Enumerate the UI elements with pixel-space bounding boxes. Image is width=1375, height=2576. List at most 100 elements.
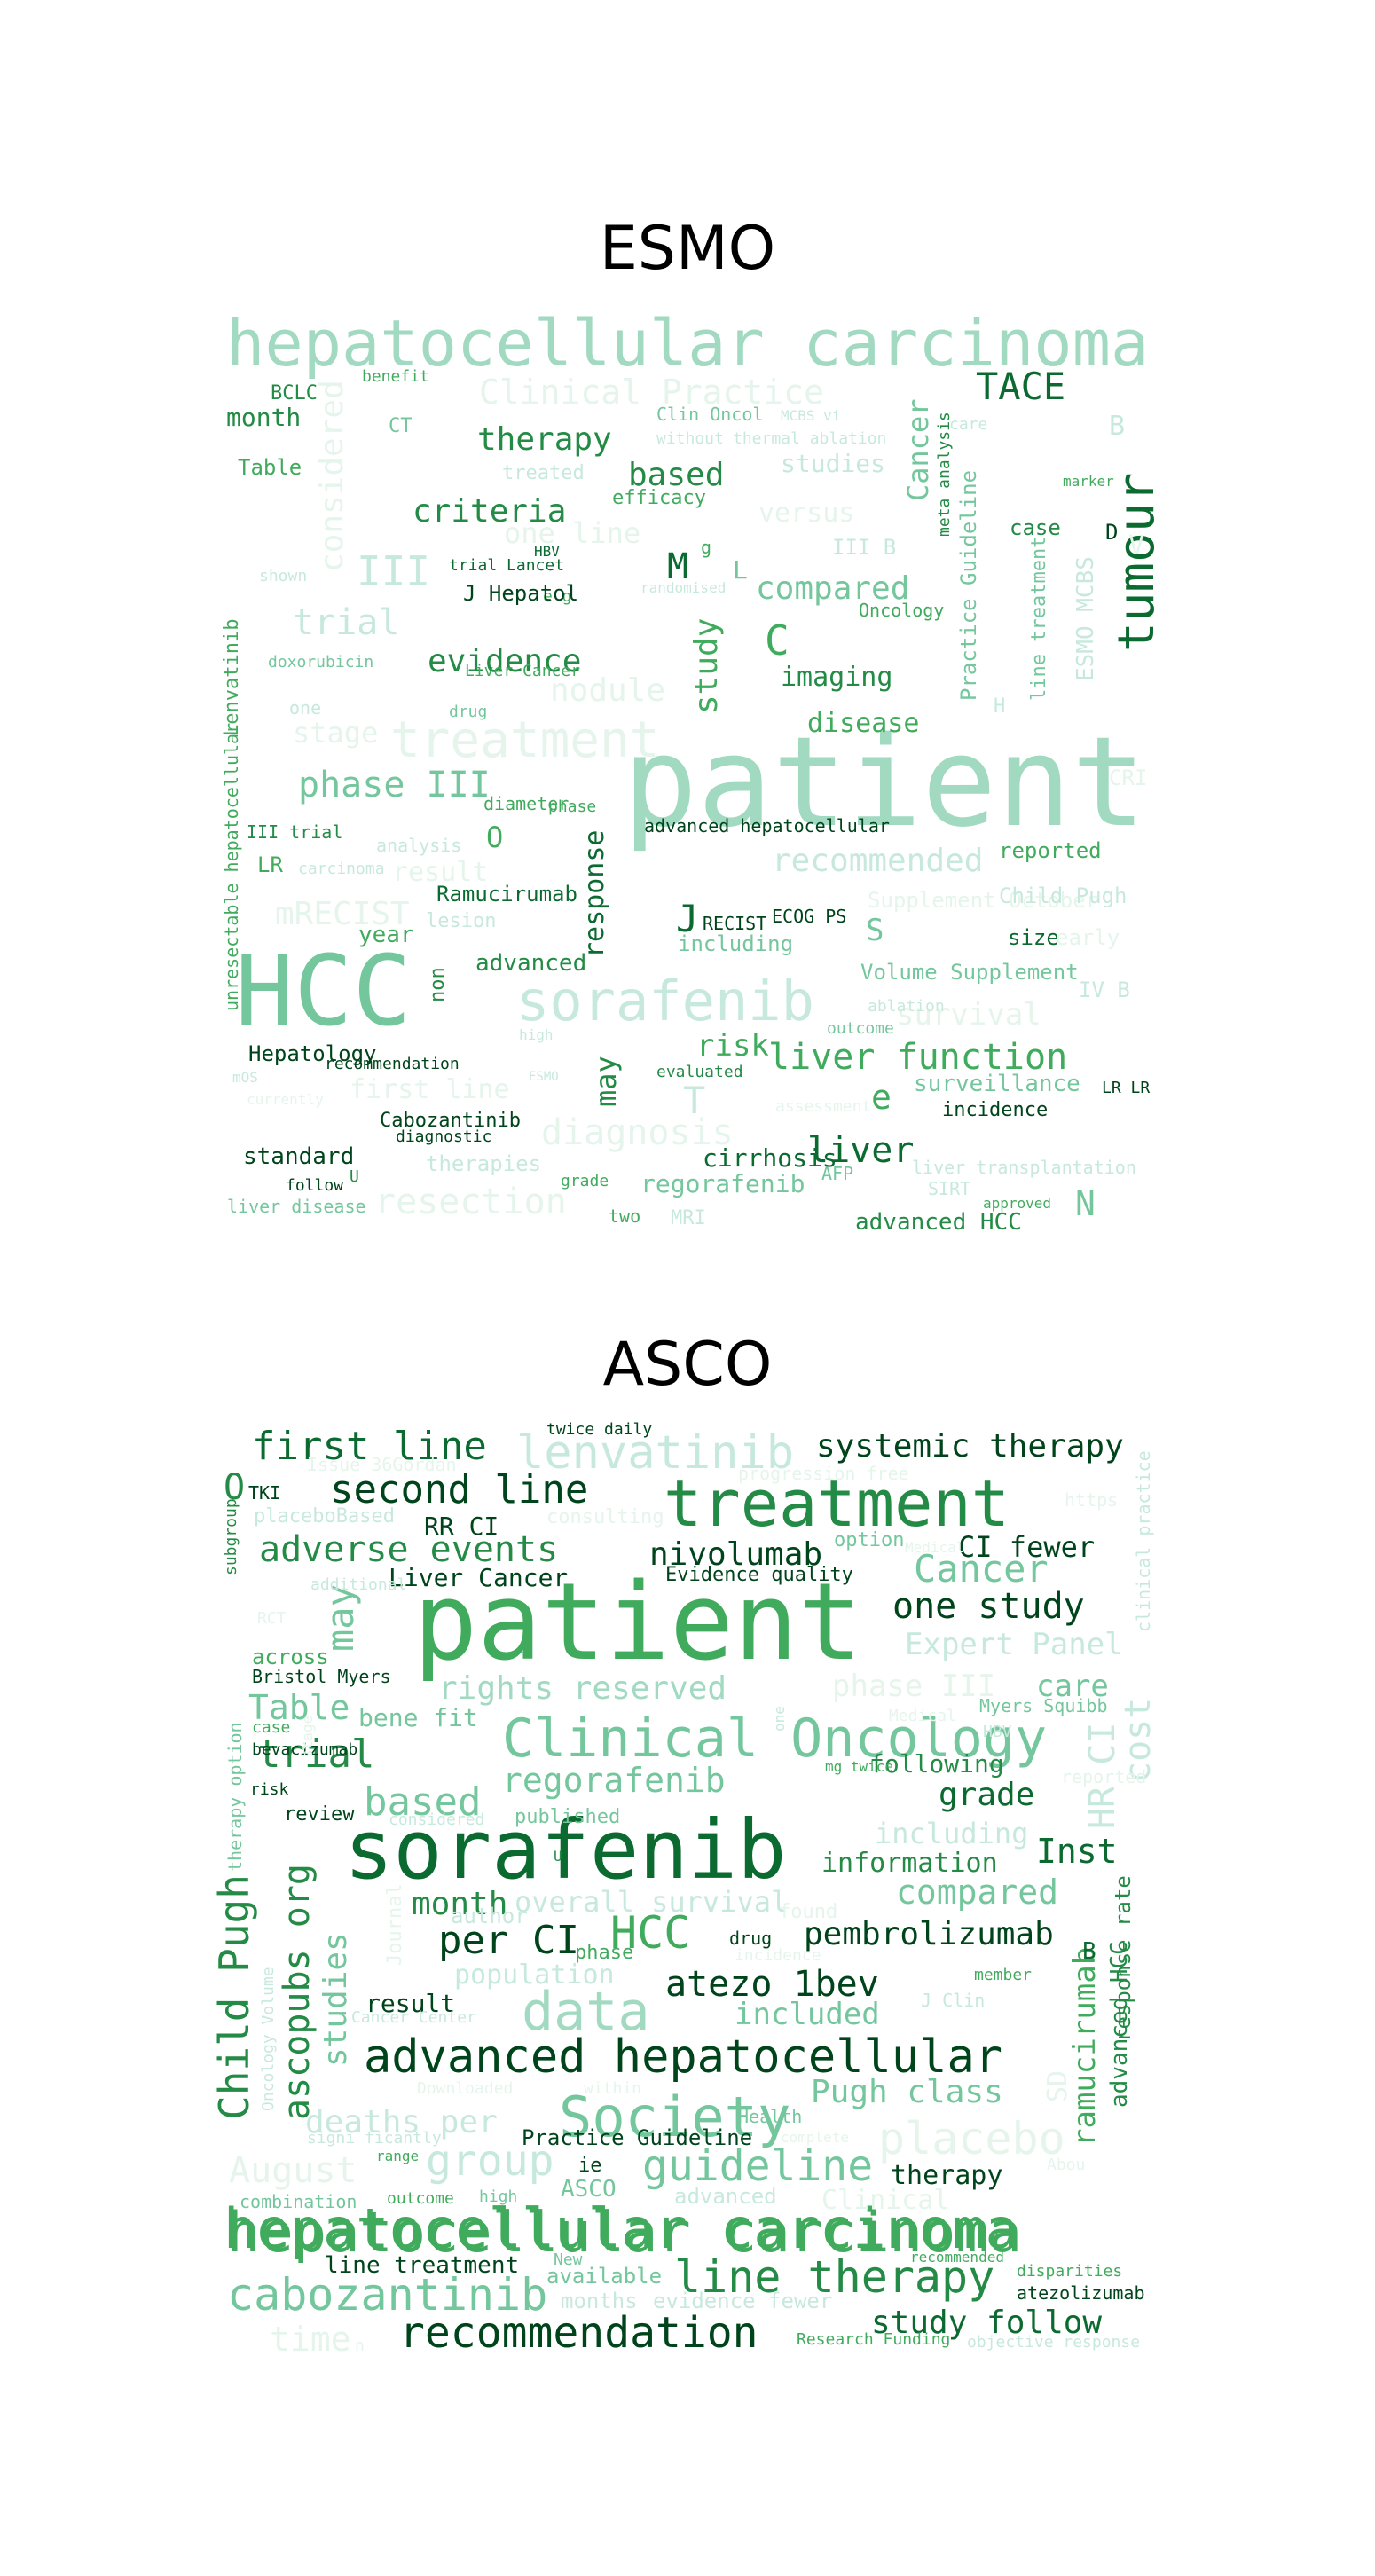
asco-cloud-word: may [318, 1584, 362, 1652]
asco-cloud-word: information [821, 1848, 998, 1879]
esmo-cloud-word: month [226, 403, 301, 432]
esmo-cloud-word: diameter [483, 793, 569, 814]
asco-cloud-word: Practice Guideline [522, 2125, 752, 2150]
asco-cloud-word: Issue 36Gordan [307, 1454, 457, 1475]
esmo-cloud-word: V [1128, 530, 1144, 562]
esmo-cloud-word: therapy [477, 421, 612, 458]
asco-cloud-word: Evidence quality [665, 1564, 853, 1586]
esmo-cloud-word: Volume Supplement [860, 960, 1079, 985]
asco-cloud-word: Bristol Myers [252, 1666, 391, 1687]
asco-cloud-word: ramucirumab [1067, 1947, 1103, 2147]
asco-cloud-word: cost [1118, 1698, 1159, 1783]
esmo-cloud-word: Table [238, 455, 302, 480]
asco-cloud-word: care [1036, 1669, 1109, 1704]
asco-cloud-word: available [546, 2264, 662, 2289]
asco-cloud-word: systemic therapy [816, 1428, 1124, 1465]
esmo-cloud-word: compared [756, 570, 909, 607]
esmo-cloud-word: imaging [781, 662, 892, 693]
asco-cloud-word: Health [738, 2106, 802, 2127]
asco-cloud-word: time [270, 2320, 351, 2359]
asco-cloud-word: response rate [1111, 1875, 1135, 2042]
asco-cloud-word: therapy [891, 2160, 1002, 2191]
asco-cloud-word: Child Pugh [210, 1874, 258, 2120]
asco-cloud-word: ascopubs org [277, 1864, 318, 2120]
asco-cloud-word: drug [729, 1928, 772, 1949]
asco-cloud-word: ASCO [561, 2176, 617, 2203]
esmo-cloud-word: analysis [376, 835, 461, 856]
asco-cloud-word: Society [559, 2085, 790, 2149]
esmo-cloud-word: doxorubicin [268, 653, 373, 671]
asco-cloud-word: Medical [889, 1707, 956, 1725]
esmo-cloud-word: randomised [640, 579, 726, 596]
esmo-cloud-word: AFP [821, 1163, 853, 1184]
esmo-cloud-word: evidence [428, 643, 581, 679]
asco-cloud-word: group [426, 2136, 554, 2186]
esmo-cloud-word: mRECIST [275, 896, 410, 932]
esmo-cloud-word: stage [293, 716, 378, 750]
esmo-cloud-word: liver transplantation [912, 1157, 1136, 1178]
asco-cloud-word: Cancer Center [351, 2008, 476, 2027]
asco-cloud-word: across [252, 1645, 329, 1669]
esmo-cloud-word: assessment [775, 1097, 871, 1116]
asco-cloud-word: additional [310, 1575, 406, 1594]
asco-cloud-word: advanced [674, 2184, 777, 2209]
asco-cloud-word: New [554, 2250, 583, 2269]
asco-cloud-word: second line [330, 1467, 588, 1512]
asco-cloud-word: published [515, 1806, 620, 1828]
asco-cloud-word: high [479, 2187, 517, 2206]
esmo-cloud-word: HBV [534, 543, 560, 560]
esmo-cloud-word: tumour [1108, 473, 1166, 652]
esmo-cloud-word: resection [374, 1182, 567, 1222]
asco-cloud-word: bevacizumab [252, 1740, 358, 1759]
asco-cloud-word: U [554, 1848, 562, 1865]
esmo-cloud-word: Cabozantinib [380, 1110, 521, 1132]
esmo-cloud-word: Clin Oncol [656, 404, 763, 425]
esmo-cloud-word: advanced hepatocellular [644, 815, 890, 836]
asco-cloud-word: line therapy [674, 2251, 994, 2303]
asco-cloud-word: evidence fewer [653, 2289, 832, 2313]
esmo-cloud-word: phase [548, 797, 596, 816]
esmo-cloud-word: without [656, 429, 724, 448]
asco-cloud-word: recommendation [399, 2308, 758, 2358]
esmo-cloud-word: MRI [671, 1207, 706, 1229]
esmo-cloud-word: care [949, 415, 987, 434]
esmo-cloud-word: III [357, 547, 430, 595]
asco-cloud-word: RCT [257, 1609, 287, 1628]
esmo-cloud-word: nodule [550, 672, 665, 709]
esmo-cloud-word: advanced HCC [855, 1209, 1022, 1236]
esmo-cloud-word: trial Lancet [449, 556, 564, 575]
asco-cloud-word: first line [252, 1424, 487, 1469]
asco-cloud-word: line treatment [325, 2252, 519, 2279]
esmo-cloud-word: diagnosis [541, 1112, 734, 1153]
esmo-cloud-word: LR [257, 852, 283, 877]
asco-cloud-word: Inst [1036, 1832, 1118, 1871]
esmo-cloud-word: O [486, 821, 503, 854]
esmo-cloud-word: ablation [868, 997, 945, 1016]
asco-cloud-word: outcome [387, 2189, 454, 2208]
asco-cloud-word: signi ficantly [307, 2129, 442, 2148]
asco-cloud-word: result [365, 1989, 455, 2018]
esmo-cloud-word: one line [504, 516, 640, 550]
asco-cloud-word: Downloaded [417, 2079, 513, 2098]
asco-cloud-word: HR CI [1082, 1723, 1123, 1829]
esmo-cloud-word: non [427, 967, 449, 1002]
asco-cloud-word: August [229, 2150, 358, 2191]
esmo-cloud-word: N [1075, 1184, 1096, 1223]
asco-cloud-word: Oncology Volume [259, 1967, 278, 2111]
asco-cloud-word: phase [575, 1942, 633, 1964]
esmo-cloud-word: LR LR [1102, 1079, 1150, 1097]
asco-cloud-word: Journal [384, 1883, 406, 1966]
asco-cloud-word: HBV [983, 1723, 1012, 1741]
asco-cloud-word: disparities [1017, 2262, 1122, 2281]
asco-cloud-word: recommended [910, 2249, 1004, 2266]
esmo-cloud-word: including [678, 931, 793, 956]
asco-cloud-word: Pugh class [811, 2074, 1003, 2110]
esmo-cloud-word: mOS [232, 1069, 258, 1086]
esmo-cloud-word: surveillance [914, 1071, 1080, 1097]
asco-cloud-word: consulting [546, 1506, 664, 1528]
esmo-cloud-word: risk [696, 1028, 769, 1064]
asco-cloud-word: Abou [1047, 2156, 1085, 2174]
esmo-cloud-word: cirrhosis [703, 1143, 837, 1173]
asco-cloud-word: including [875, 1817, 1028, 1850]
asco-cloud-word: incidence [735, 1946, 821, 1965]
